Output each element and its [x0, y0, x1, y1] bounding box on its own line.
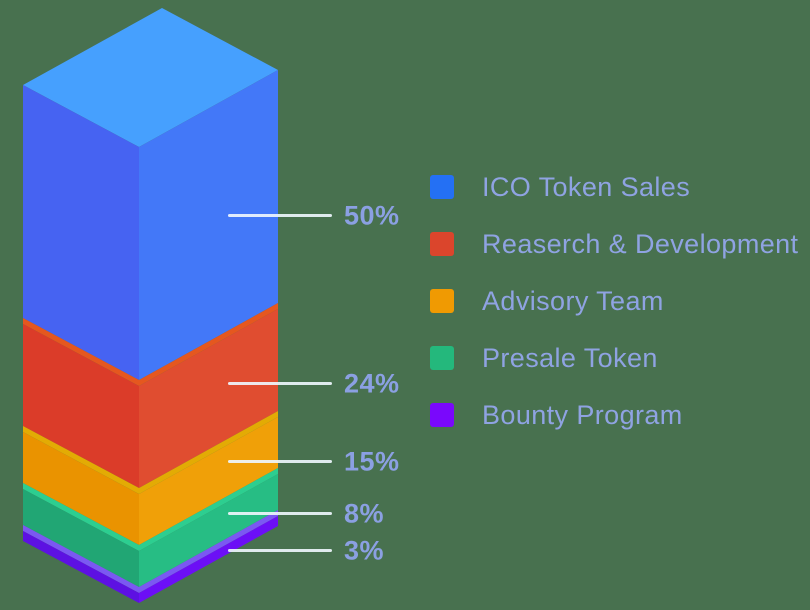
bar-segment-ico-token-sales-right-face	[139, 70, 278, 380]
legend-swatch-icon	[430, 346, 454, 370]
legend-label: Bounty Program	[482, 399, 683, 430]
legend-swatch-icon	[430, 232, 454, 256]
value-label: 15%	[344, 446, 400, 477]
legend-item: Presale Token	[430, 343, 798, 373]
bar-segment-bounty-program-bevel-right	[139, 510, 278, 593]
value-label: 50%	[344, 200, 400, 231]
legend-item: Advisory Team	[430, 286, 798, 316]
bar-segment-advisory-team-right-face	[139, 417, 278, 545]
bar-segment-bounty-program-left-face	[23, 531, 139, 603]
value-label: 8%	[344, 498, 385, 529]
legend-label: ICO Token Sales	[482, 171, 691, 202]
bar-segment-advisory-team-bevel-right	[139, 411, 278, 494]
bar-segment-ico-token-sales-left-face	[23, 85, 139, 380]
chart-legend: ICO Token Sales Reaserch & Development Adv…	[430, 172, 798, 430]
bar-segment-reaserch-development-right-face	[139, 309, 278, 488]
bar-segment-presale-token-left-face	[23, 489, 139, 587]
bar-segment-ico-token-sales-top-face	[23, 8, 278, 147]
bar-segment-reaserch-development-bevel-left	[23, 318, 139, 386]
legend-item: Bounty Program	[430, 400, 798, 430]
value-pointer-line	[228, 460, 332, 463]
value-label: 24%	[344, 368, 400, 399]
legend-item: ICO Token Sales	[430, 172, 798, 202]
legend-swatch-icon	[430, 403, 454, 427]
bar-segment-advisory-team-left-face	[23, 432, 139, 545]
value-pointer-line	[228, 549, 332, 552]
bar-segment-reaserch-development-bevel-right	[139, 303, 278, 386]
bar-segment-bounty-program-bevel-left	[23, 525, 139, 593]
bar-segment-advisory-team-bevel-left	[23, 426, 139, 494]
bar-segment-presale-token-right-face	[139, 474, 278, 587]
legend-label: Advisory Team	[482, 285, 664, 316]
bar-segment-reaserch-development-left-face	[23, 324, 139, 488]
value-pointer-line	[228, 214, 332, 217]
value-pointer-line	[228, 512, 332, 515]
bar-segment-presale-token-bevel-left	[23, 483, 139, 551]
value-pointer-line	[228, 382, 332, 385]
legend-label: Reaserch & Development	[482, 228, 799, 259]
legend-item: Reaserch & Development	[430, 229, 798, 259]
legend-swatch-icon	[430, 175, 454, 199]
bar-segment-presale-token-bevel-right	[139, 468, 278, 551]
legend-swatch-icon	[430, 289, 454, 313]
legend-label: Presale Token	[482, 342, 658, 373]
value-label: 3%	[344, 535, 385, 566]
bar-segment-bounty-program-right-face	[139, 516, 278, 603]
